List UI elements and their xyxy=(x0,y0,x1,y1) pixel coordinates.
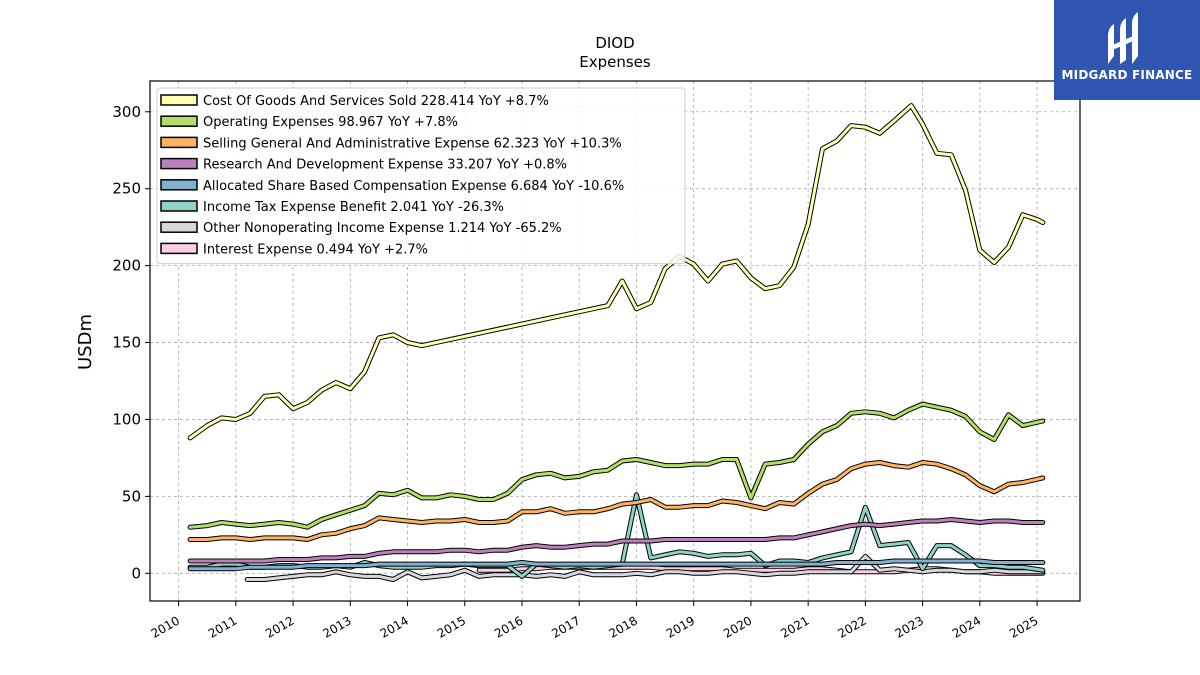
legend: Cost Of Goods And Services Sold 228.414 … xyxy=(156,87,686,265)
legend-label: Research And Development Expense 33.207 … xyxy=(203,158,567,173)
x-tick-label: 2014 xyxy=(378,613,411,640)
chart-title: DIOD xyxy=(595,34,634,52)
x-tick-label: 2015 xyxy=(435,613,468,640)
x-tick-label: 2013 xyxy=(320,613,353,640)
x-tick-label: 2016 xyxy=(492,613,525,640)
x-tick-label: 2017 xyxy=(549,613,582,640)
legend-label: Selling General And Administrative Expen… xyxy=(203,136,622,151)
legend-label: Income Tax Expense Benefit 2.041 YoY -26… xyxy=(203,200,504,215)
y-tick-label: 150 xyxy=(112,334,141,352)
series-line xyxy=(188,559,1045,571)
legend-label: Interest Expense 0.494 YoY +2.7% xyxy=(203,242,428,257)
y-tick-label: 100 xyxy=(112,410,141,428)
series-lines xyxy=(187,103,1046,582)
legend-box xyxy=(156,87,686,265)
legend-label: Operating Expenses 98.967 YoY +7.8% xyxy=(203,115,458,130)
legend-swatch xyxy=(160,115,198,127)
x-tick-label: 2010 xyxy=(149,613,182,640)
brand-logo: MIDGARD FINANCE xyxy=(1054,0,1200,100)
legend-label: Cost Of Goods And Services Sold 228.414 … xyxy=(203,94,549,109)
series-line xyxy=(188,518,1045,563)
legend-swatch xyxy=(160,136,198,149)
y-tick-label: 0 xyxy=(131,564,141,582)
series-line-outline xyxy=(187,460,1046,542)
y-tick-label: 300 xyxy=(112,103,141,121)
legend-swatch xyxy=(160,242,198,255)
x-tick-label: 2022 xyxy=(835,613,868,640)
y-axis-label: USDm xyxy=(75,314,96,370)
plot-frame xyxy=(149,80,1081,602)
x-tick-label: 2021 xyxy=(778,613,811,640)
series-line xyxy=(188,461,1045,541)
legend-swatch xyxy=(160,200,198,212)
legend-label: Other Nonoperating Income Expense 1.214 … xyxy=(203,221,562,236)
legend-label: Allocated Share Based Compensation Expen… xyxy=(203,179,624,194)
brand-name: MIDGARD FINANCE xyxy=(1061,68,1193,82)
y-tick-label: 250 xyxy=(112,180,141,198)
midgard-logo-icon xyxy=(1108,12,1138,64)
y-tick-label: 200 xyxy=(112,257,141,275)
series-line xyxy=(245,554,1045,581)
chart-subtitle: Expenses xyxy=(579,53,651,71)
x-tick-label: 2020 xyxy=(721,613,754,640)
x-tick-label: 2023 xyxy=(893,613,926,640)
legend-swatch xyxy=(160,157,198,170)
x-tick-label: 2012 xyxy=(263,613,296,640)
series-line xyxy=(188,402,1045,529)
x-tick-label: 2011 xyxy=(206,613,239,640)
x-tick-label: 2018 xyxy=(607,613,640,640)
legend-swatch xyxy=(160,179,198,191)
x-tick-label: 2019 xyxy=(664,613,697,640)
x-tick-label: 2025 xyxy=(1007,613,1040,640)
x-tick-label: 2024 xyxy=(950,613,983,640)
series-line xyxy=(188,104,1045,440)
legend-swatch xyxy=(160,221,198,233)
legend-swatch xyxy=(160,94,198,106)
y-tick-label: 50 xyxy=(122,487,141,505)
